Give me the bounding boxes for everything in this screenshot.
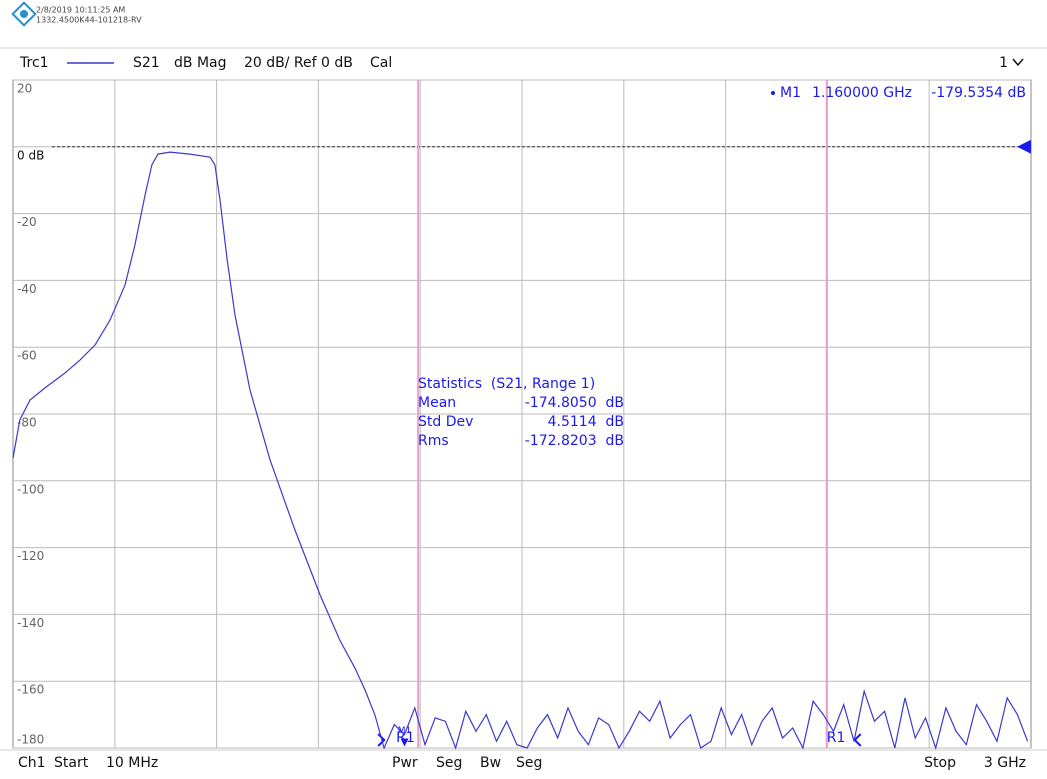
format[interactable]: dB Mag xyxy=(174,55,227,71)
y-tick-label: 0 dB xyxy=(17,148,44,162)
window-number[interactable]: 1 xyxy=(999,55,1008,71)
stats-value: 4.5114 dB xyxy=(548,414,624,430)
y-tick-label: -60 xyxy=(17,349,37,363)
stop-label[interactable]: Stop xyxy=(924,755,956,771)
measurement[interactable]: S21 xyxy=(133,55,160,71)
softkey[interactable]: Pwr xyxy=(392,755,418,771)
y-tick-label: -80 xyxy=(17,416,37,430)
trace xyxy=(12,151,1029,751)
stop-value[interactable]: 3 GHz xyxy=(984,755,1026,771)
reference-marker xyxy=(1017,139,1031,154)
y-tick-label: -140 xyxy=(17,616,44,630)
window-chevron[interactable] xyxy=(1012,58,1024,67)
marker-x: 1.160000 GHz xyxy=(812,85,912,101)
logo xyxy=(11,1,37,27)
y-tick-label: -160 xyxy=(17,683,44,697)
channel[interactable]: Ch1 xyxy=(18,755,46,771)
y-tick-label: -100 xyxy=(17,482,44,496)
stats-title: Statistics (S21, Range 1) xyxy=(418,376,595,392)
y-tick-label: -20 xyxy=(17,215,37,229)
y-tick-label: -180 xyxy=(17,733,44,747)
trace-name[interactable]: Trc1 xyxy=(19,55,49,71)
stats-label: Mean xyxy=(418,395,456,411)
stats-value: -172.8203 dB xyxy=(525,433,624,449)
marker-bullet xyxy=(771,91,775,95)
marker-tag: M1 xyxy=(398,726,412,736)
stats-value: -174.8050 dB xyxy=(525,395,624,411)
stats-label: Std Dev xyxy=(418,414,473,430)
cal[interactable]: Cal xyxy=(370,55,392,71)
y-tick-label: -120 xyxy=(17,549,44,563)
range-label: R1 xyxy=(396,730,415,746)
scale[interactable]: 20 dB/ Ref 0 dB xyxy=(244,55,353,71)
start-label[interactable]: Start xyxy=(54,755,89,771)
range-label: R1 xyxy=(827,730,846,746)
marker-y: -179.5354 dB xyxy=(931,85,1026,101)
marker xyxy=(400,738,409,747)
marker-name: M1 xyxy=(780,85,801,101)
y-tick-label: -40 xyxy=(17,282,37,296)
softkey[interactable]: Seg xyxy=(516,755,542,771)
start-value[interactable]: 10 MHz xyxy=(106,755,158,771)
softkey[interactable]: Seg xyxy=(436,755,462,771)
stats-label: Rms xyxy=(418,433,449,449)
y-tick-label: 20 xyxy=(17,82,32,96)
softkey[interactable]: Bw xyxy=(480,755,501,771)
date: 2/8/2019 10:11:25 AM xyxy=(36,6,125,15)
plot: 20 0 dB -20 -40 -60 -80 -100 -120 -140 -160 -180 R1… xyxy=(12,79,1031,751)
device-id: 1332.4500K44-101218-RV xyxy=(36,16,142,25)
